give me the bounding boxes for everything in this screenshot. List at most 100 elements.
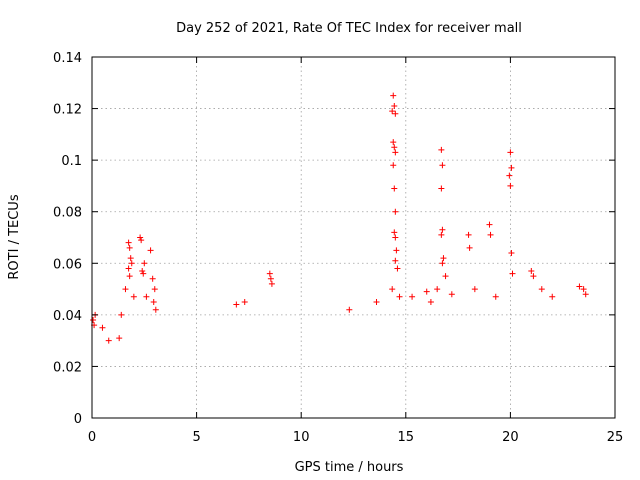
data-point xyxy=(528,268,535,275)
data-point xyxy=(126,273,133,280)
data-point xyxy=(438,146,445,153)
data-point xyxy=(486,221,493,228)
data-point xyxy=(580,286,587,293)
data-point xyxy=(538,286,545,293)
y-tick-label: 0 xyxy=(74,412,82,427)
data-point xyxy=(126,244,133,251)
data-point xyxy=(391,102,398,109)
data-point xyxy=(391,229,398,236)
data-point xyxy=(509,270,516,277)
data-point xyxy=(150,298,157,305)
plot-frame xyxy=(91,56,616,419)
data-point xyxy=(439,260,446,267)
data-marks xyxy=(90,92,589,344)
x-tick-label: 0 xyxy=(88,430,96,445)
data-point xyxy=(390,139,397,146)
grid-lines xyxy=(92,57,615,418)
data-point xyxy=(392,234,399,241)
data-point xyxy=(440,255,447,262)
data-point xyxy=(507,182,514,189)
data-point xyxy=(471,286,478,293)
data-point xyxy=(409,293,416,300)
data-point xyxy=(125,265,132,272)
data-point xyxy=(487,231,494,238)
data-point xyxy=(118,311,125,318)
y-tick-label: 0.1 xyxy=(61,154,82,169)
data-point xyxy=(233,301,240,308)
y-tick-label: 0.12 xyxy=(53,103,82,118)
y-tick-label: 0.02 xyxy=(53,360,82,375)
data-point xyxy=(152,306,159,313)
data-point xyxy=(439,162,446,169)
data-point xyxy=(346,306,353,313)
data-point xyxy=(105,337,112,344)
data-point xyxy=(465,231,472,238)
data-point xyxy=(442,273,449,280)
data-point xyxy=(507,149,514,156)
data-point xyxy=(389,286,396,293)
data-point xyxy=(389,108,396,115)
y-tick-label: 0.08 xyxy=(53,206,82,221)
data-point xyxy=(448,291,455,298)
y-tick-label: 0.06 xyxy=(53,257,82,272)
data-point xyxy=(266,270,273,277)
data-point xyxy=(438,231,445,238)
data-point xyxy=(530,273,537,280)
data-point xyxy=(127,255,134,262)
data-point xyxy=(392,149,399,156)
data-point xyxy=(434,286,441,293)
x-axis-label: GPS time / hours xyxy=(295,460,404,475)
data-point xyxy=(99,324,106,331)
data-point xyxy=(508,249,515,256)
data-point xyxy=(147,247,154,254)
data-point xyxy=(390,92,397,99)
axis-ticks: 0 0.02 0.04 0.06 0.08 0.1 0.12 0.14 0 5 10 15 20 25 xyxy=(53,51,623,445)
data-point xyxy=(506,172,513,179)
y-tick-label: 0.04 xyxy=(53,309,82,324)
data-point xyxy=(393,247,400,254)
y-axis-label: ROTI / TECUs xyxy=(7,194,22,279)
data-point xyxy=(392,257,399,264)
x-tick-label: 5 xyxy=(192,430,200,445)
data-point xyxy=(576,283,583,290)
data-point xyxy=(128,260,135,267)
data-point xyxy=(139,268,146,275)
data-point xyxy=(390,162,397,169)
data-point xyxy=(122,286,129,293)
data-point xyxy=(423,288,430,295)
data-point xyxy=(549,293,556,300)
data-point xyxy=(138,237,145,244)
x-tick-label: 10 xyxy=(293,430,310,445)
data-point xyxy=(137,234,144,241)
data-point xyxy=(427,298,434,305)
data-point xyxy=(149,275,156,282)
data-point xyxy=(392,110,399,117)
data-point xyxy=(438,185,445,192)
y-tick-label: 0.14 xyxy=(53,51,82,66)
data-point xyxy=(391,144,398,151)
data-point xyxy=(373,298,380,305)
data-point xyxy=(140,270,147,277)
data-point xyxy=(492,293,499,300)
data-point xyxy=(241,298,248,305)
data-point xyxy=(392,208,399,215)
data-point xyxy=(582,291,589,298)
data-point xyxy=(130,293,137,300)
data-point xyxy=(267,275,274,282)
data-point xyxy=(151,286,158,293)
x-tick-label: 20 xyxy=(502,430,519,445)
data-point xyxy=(125,239,132,246)
data-point xyxy=(116,335,123,342)
chart-title: Day 252 of 2021, Rate Of TEC Index for r… xyxy=(176,21,522,36)
data-point xyxy=(439,226,446,233)
data-point xyxy=(391,185,398,192)
data-point xyxy=(141,260,148,267)
x-tick-label: 25 xyxy=(607,430,624,445)
data-point xyxy=(508,164,515,171)
data-point xyxy=(90,317,97,324)
data-point xyxy=(396,293,403,300)
x-tick-label: 15 xyxy=(398,430,415,445)
data-point xyxy=(466,244,473,251)
data-point xyxy=(268,280,275,287)
